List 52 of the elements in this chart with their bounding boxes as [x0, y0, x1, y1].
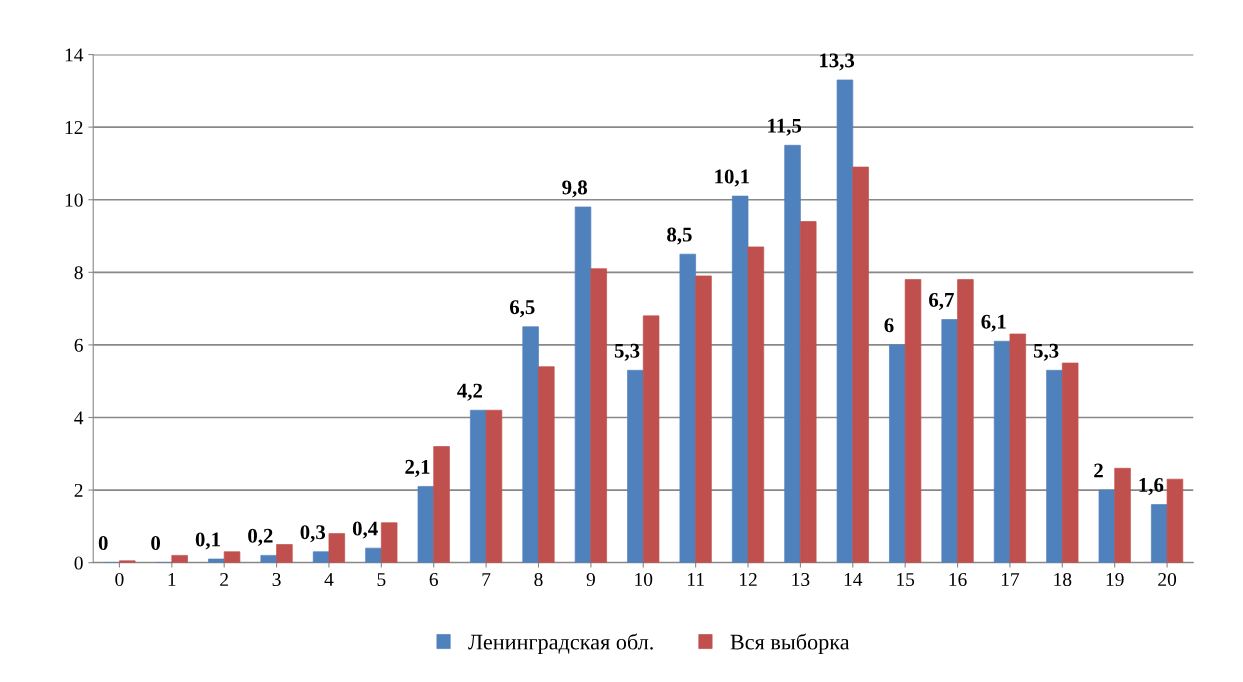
y-tick-label: 8: [74, 266, 83, 280]
x-tick-label: 1: [168, 573, 176, 586]
data-label: 6: [884, 318, 894, 333]
y-tick-label: 6: [74, 338, 83, 352]
data-label: 5,3: [614, 343, 640, 361]
data-label: 0: [98, 536, 108, 551]
data-label: 0,3: [300, 525, 326, 543]
y-tick-label: 10: [65, 193, 83, 207]
y-tick-label: 4: [74, 411, 84, 425]
data-label: 2,1: [405, 459, 430, 477]
data-label: 9,8: [562, 180, 588, 198]
x-tick-label: 10: [635, 572, 653, 587]
legend-label: Вся выборка: [730, 633, 850, 655]
x-tick-label: 7: [482, 573, 491, 586]
x-tick-label: 12: [740, 572, 757, 586]
x-tick-label: 9: [586, 572, 595, 587]
data-label: 0: [151, 536, 161, 551]
x-tick-label: 11: [687, 573, 704, 586]
data-label: 6,7: [929, 292, 954, 310]
data-label: 13,3: [820, 53, 855, 71]
data-label: 6,5: [509, 300, 535, 318]
y-tick-label: 12: [65, 121, 83, 134]
x-tick-label: 3: [272, 572, 281, 587]
data-label: 1,6: [1139, 478, 1164, 496]
data-label: 0,4: [352, 521, 378, 539]
x-tick-label: 4: [324, 573, 334, 586]
data-label: 0,1: [195, 532, 220, 550]
x-tick-label: 19: [1106, 572, 1124, 587]
x-tick-label: 15: [897, 573, 915, 587]
x-tick-label: 5: [377, 573, 386, 587]
y-tick-label: 0: [74, 556, 83, 570]
x-tick-label: 2: [220, 572, 228, 586]
x-tick-label: 18: [1054, 572, 1072, 587]
data-label: 0,2: [248, 528, 273, 546]
x-tick-label: 8: [534, 572, 543, 587]
data-label: 5,3: [1033, 343, 1059, 361]
y-tick-label: 14: [65, 48, 84, 62]
data-label: 11,5: [768, 118, 802, 136]
y-tick-label: 2: [74, 483, 83, 497]
x-tick-label: 13: [792, 572, 810, 587]
legend-label: Ленинградская обл.: [468, 633, 653, 655]
data-label: 2: [1094, 463, 1103, 478]
x-tick-label: 0: [115, 572, 124, 587]
x-tick-label: 14: [844, 573, 863, 586]
x-tick-label: 6: [429, 572, 438, 587]
x-tick-label: 20: [1158, 572, 1177, 587]
x-tick-label: 17: [1001, 573, 1020, 586]
data-label: 4,2: [457, 383, 483, 401]
data-label: 10,1: [715, 169, 749, 187]
data-label: 6,1: [981, 314, 1006, 332]
data-label: 8,5: [667, 227, 692, 245]
x-tick-label: 16: [949, 572, 967, 587]
